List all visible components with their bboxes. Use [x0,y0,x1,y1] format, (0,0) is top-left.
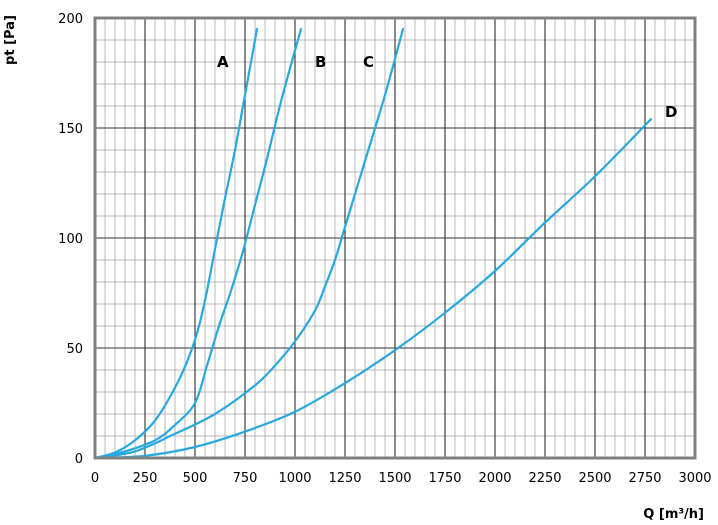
x-axis-label: Q [m³/h] [643,507,704,522]
x-tick-label: 2000 [478,471,511,486]
series-labels: A B C D [217,53,677,121]
x-tick-label: 500 [183,471,208,486]
y-tick-label: 200 [58,12,83,27]
x-tick-label: 2750 [628,471,661,486]
y-tick-label: 50 [66,342,83,357]
x-tick-label: 750 [233,471,258,486]
x-tick-label: 0 [91,471,99,486]
x-tick-label: 250 [133,471,158,486]
series-label-a: A [217,53,229,71]
x-tick-labels: 0 250 500 750 1000 1250 1500 1750 2000 2250 2500 27… [91,471,712,486]
series-line-b [93,27,303,460]
x-tick-label: 1000 [278,471,311,486]
x-tick-label: 1250 [328,471,361,486]
series-line-a [93,27,259,460]
series-label-b: B [315,53,326,71]
series-lines [93,27,653,460]
plot-frame [93,16,697,460]
y-tick-label: 150 [58,122,83,137]
series-label-d: D [665,103,677,121]
x-tick-label: 2250 [528,471,561,486]
series-line-d [93,118,653,460]
x-tick-label: 3000 [678,471,711,486]
series-line-c [93,27,405,460]
y-tick-label: 100 [58,232,83,247]
x-tick-label: 1750 [428,471,461,486]
y-axis-label: pt [Pa] [3,15,18,65]
x-tick-label: 1500 [378,471,411,486]
x-tick-label: 2500 [578,471,611,486]
series-label-c: C [363,53,374,71]
y-tick-labels: 0 50 100 150 200 [58,12,83,467]
y-tick-label: 0 [75,452,83,467]
